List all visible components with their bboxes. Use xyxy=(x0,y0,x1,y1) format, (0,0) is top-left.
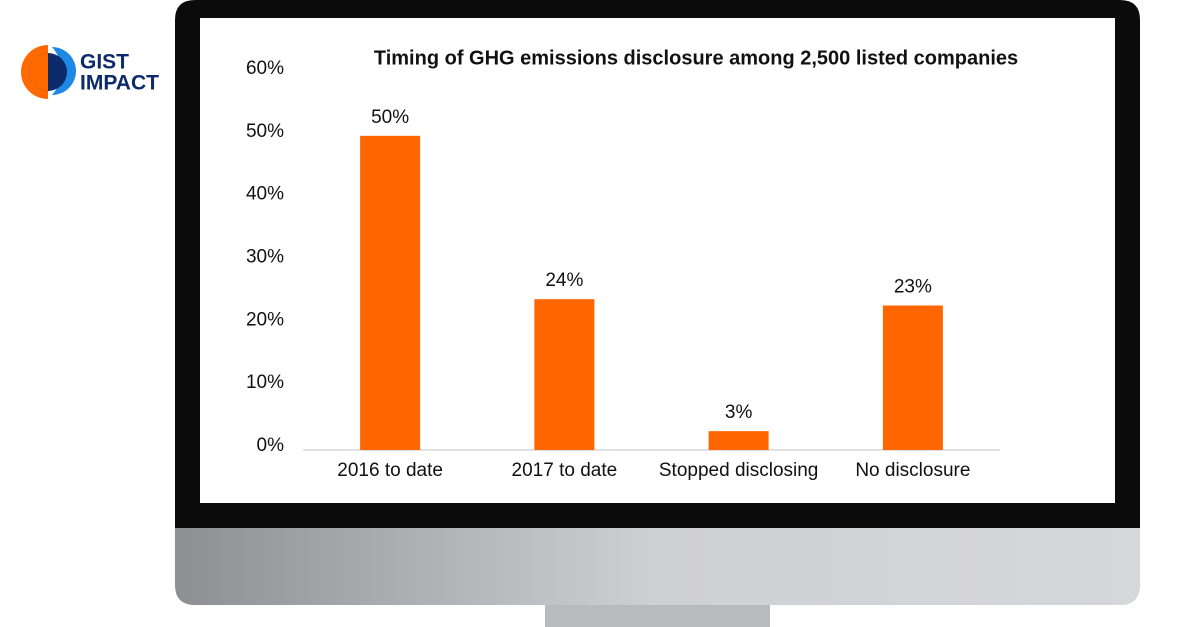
data-label: 23% xyxy=(894,276,932,297)
y-tick-label: 40% xyxy=(246,184,284,205)
y-tick-label: 60% xyxy=(246,58,284,79)
x-tick-label: 2017 to date xyxy=(512,460,618,481)
logo-mark xyxy=(29,53,48,91)
y-tick-label: 50% xyxy=(246,121,284,142)
x-tick-label: No disclosure xyxy=(855,460,970,481)
data-label: 24% xyxy=(545,270,583,291)
bar xyxy=(708,431,769,450)
logo: GIST IMPACT xyxy=(21,45,159,99)
logo-text: GIST xyxy=(80,51,129,74)
data-label: 3% xyxy=(725,402,753,423)
y-tick-label: 0% xyxy=(257,435,285,456)
y-tick-label: 30% xyxy=(246,247,284,268)
y-tick-label: 10% xyxy=(246,372,284,393)
x-tick-label: 2016 to date xyxy=(337,460,443,481)
logo-text: IMPACT xyxy=(80,72,159,95)
bar xyxy=(534,299,595,450)
bar xyxy=(882,305,943,450)
data-label: 50% xyxy=(371,107,409,128)
x-tick-label: Stopped disclosing xyxy=(659,460,819,481)
screen xyxy=(200,18,1115,503)
monitor-base xyxy=(175,520,1140,605)
bar xyxy=(360,135,421,451)
chart-title: Timing of GHG emissions disclosure among… xyxy=(374,47,1018,69)
y-tick-label: 20% xyxy=(246,309,284,330)
